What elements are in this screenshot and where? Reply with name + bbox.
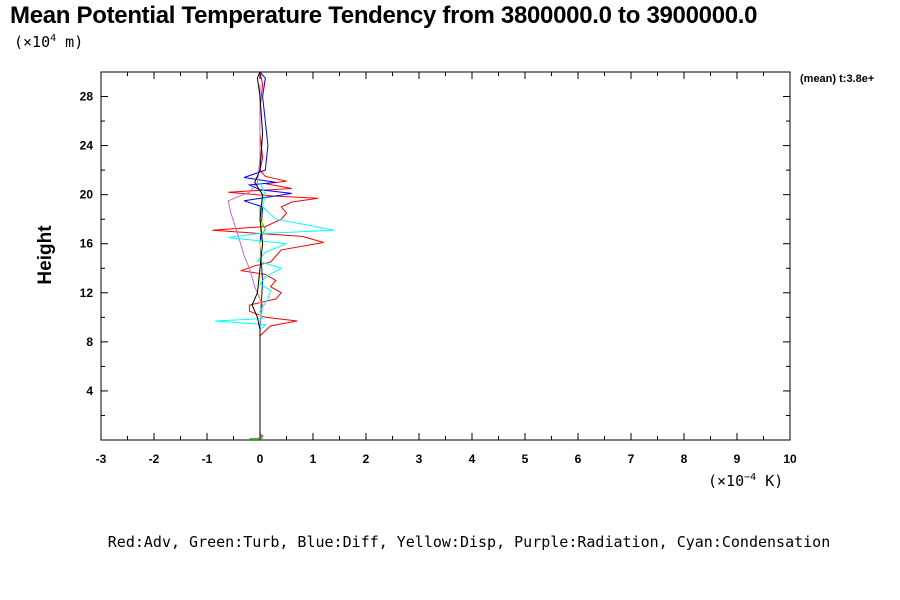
x-tick-label: 1 [310, 452, 317, 466]
x-tick-label: 8 [681, 452, 688, 466]
plot-frame [100, 71, 791, 441]
x-axis-unit: (×10−4 K) [708, 472, 783, 490]
x-tick-label: 9 [734, 452, 741, 466]
mean-label: (mean) t:3.8e+ [800, 73, 875, 85]
x-tick-label: 4 [469, 452, 476, 466]
x-unit-exponent: −4 [744, 472, 757, 483]
x-tick-label: -2 [149, 452, 160, 466]
x-tick-label: 6 [575, 452, 582, 466]
x-tick-label: 7 [628, 452, 635, 466]
chart-title: Mean Potential Temperature Tendency from… [10, 2, 758, 29]
legend: Red:Adv, Green:Turb, Blue:Diff, Yellow:D… [107, 533, 831, 551]
y-tick-label: 12 [80, 286, 94, 300]
x-tick-label: -1 [202, 452, 213, 466]
series-line-total [251, 71, 264, 438]
x-tick-label: 3 [416, 452, 423, 466]
y-tick-label: 8 [86, 335, 93, 349]
series-line-adv [212, 71, 324, 440]
series-line-radiation [227, 84, 264, 438]
y-tick-label: 4 [86, 384, 93, 398]
y-axis-unit: (×104 m) [14, 33, 83, 51]
x-unit-prefix: (×10 [708, 472, 745, 490]
y-unit-suffix: m) [56, 33, 84, 51]
x-tick-label: -3 [96, 452, 107, 466]
y-tick-label: 20 [80, 188, 94, 202]
x-tick-label: 10 [783, 452, 797, 466]
x-tick-label: 0 [257, 452, 264, 466]
x-tick-label: 5 [522, 452, 529, 466]
series-line-condensation [214, 182, 335, 438]
y-tick-label: 28 [80, 90, 94, 104]
series-line-diff [243, 71, 292, 438]
x-tick-label: 2 [363, 452, 370, 466]
y-tick-label: 24 [80, 139, 94, 153]
y-tick-label: 16 [80, 237, 94, 251]
x-unit-suffix: K) [756, 472, 784, 490]
y-unit-exponent: 4 [50, 33, 57, 44]
y-unit-prefix: (×10 [14, 33, 51, 51]
